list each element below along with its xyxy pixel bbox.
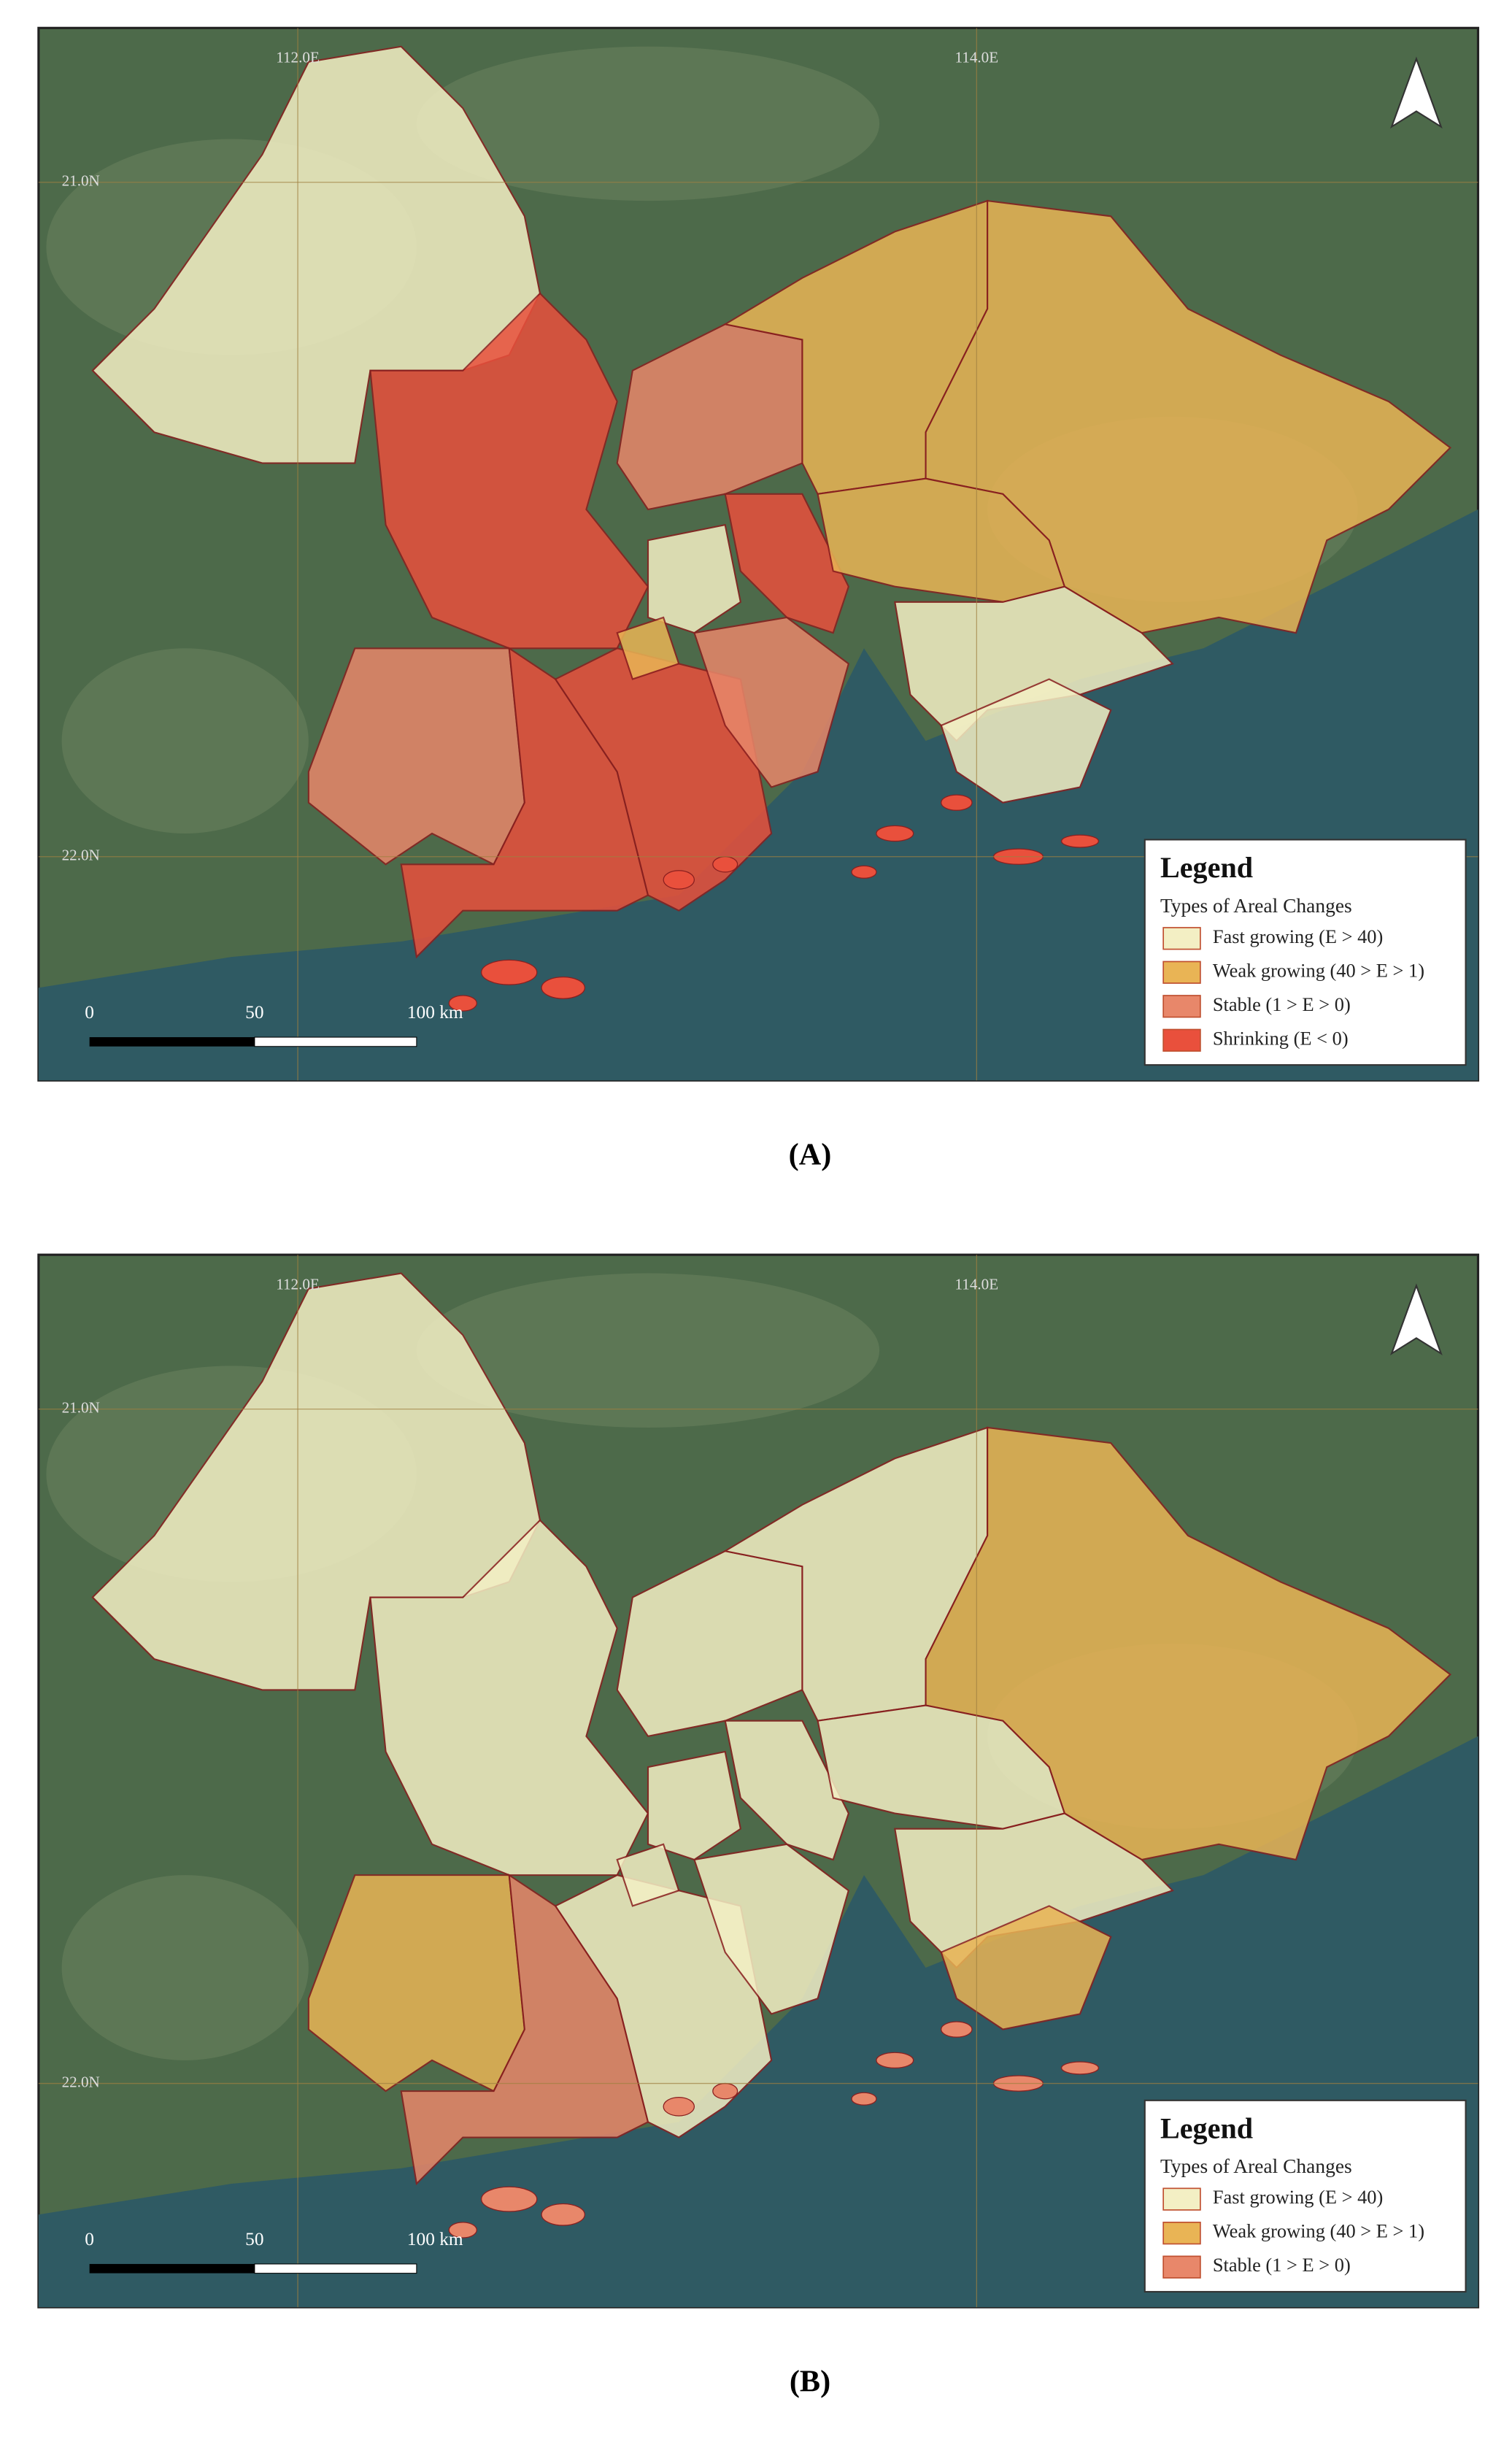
region [369, 292, 649, 650]
north-arrow [1390, 1283, 1443, 1356]
region [894, 585, 1174, 742]
sea [38, 509, 1478, 1081]
terrain [61, 648, 309, 833]
region [647, 523, 742, 634]
region [724, 493, 849, 634]
legend-entry: Shrinking (E < 0) [1213, 1027, 1349, 1049]
north-arrow [1390, 56, 1443, 129]
island [712, 856, 738, 873]
latitude-label: 22.0N [62, 2073, 100, 2090]
island [663, 870, 695, 890]
island [448, 995, 477, 1012]
panel-label: (A) [789, 1138, 832, 1172]
island [448, 2222, 477, 2238]
island [541, 2203, 585, 2226]
island [663, 2096, 695, 2117]
legend-box [1143, 839, 1467, 1066]
latitude-label: 22.0N [62, 847, 100, 864]
region [693, 616, 850, 788]
legend-swatch [1162, 960, 1201, 984]
legend-entry: Weak growing (40 > E > 1) [1213, 959, 1424, 981]
island [941, 794, 973, 811]
legend-entry: Weak growing (40 > E > 1) [1213, 2220, 1424, 2242]
legend-swatch [1162, 1028, 1201, 1052]
region [925, 199, 1452, 634]
island [876, 825, 914, 842]
legend-title: Legend [1160, 851, 1253, 884]
region [369, 1519, 649, 1876]
region [925, 1426, 1452, 1861]
sea [38, 1736, 1478, 2308]
island [851, 865, 877, 879]
region [693, 1843, 850, 2015]
legend-entry: Fast growing (E > 40) [1213, 2186, 1383, 2208]
scale-label: 100 km [407, 2229, 463, 2249]
panel-label: (B) [790, 2365, 830, 2399]
legend-subtitle: Types of Areal Changes [1160, 895, 1352, 917]
legend-swatch [1162, 2187, 1201, 2211]
longitude-label: 112.0E [276, 48, 320, 66]
scale-bar [89, 2263, 255, 2274]
region [724, 1720, 849, 1861]
island [1060, 2061, 1100, 2075]
longitude-label: 112.0E [276, 1275, 320, 1293]
latitude-label: 21.0N [62, 1398, 100, 1416]
legend-swatch [1162, 995, 1201, 1018]
legend-entry: Fast growing (E > 40) [1213, 925, 1383, 947]
longitude-label: 114.0E [955, 1275, 999, 1293]
island [851, 2092, 877, 2106]
terrain [61, 1875, 309, 2060]
legend-subtitle: Types of Areal Changes [1160, 2155, 1352, 2177]
island [541, 976, 585, 999]
latitude-label: 21.0N [62, 172, 100, 190]
region [894, 1812, 1174, 1969]
scale-label: 100 km [407, 1002, 463, 1023]
region [940, 1905, 1112, 2030]
island [481, 959, 538, 985]
terrain [416, 46, 880, 201]
region [616, 1843, 680, 1907]
island [712, 2082, 738, 2100]
legend-entry: Stable (1 > E > 0) [1213, 2254, 1351, 2276]
legend-title: Legend [1160, 2111, 1253, 2144]
legend-swatch [1162, 2221, 1201, 2245]
terrain [416, 1273, 880, 1428]
map-panel: 112.0E 114.0E 21.0N 22.0N 0 50 100 km Legend Typ… [37, 1253, 1480, 2399]
legend-swatch [1162, 2255, 1201, 2279]
island [876, 2052, 914, 2069]
island [481, 2186, 538, 2212]
scale-label: 50 [245, 1002, 263, 1023]
longitude-label: 114.0E [955, 48, 999, 66]
scale-bar [254, 1036, 417, 1047]
scale-label: 0 [85, 1002, 94, 1023]
region [940, 678, 1112, 804]
island [941, 2021, 973, 2038]
region [616, 616, 680, 680]
region [647, 1750, 742, 1861]
scale-label: 0 [85, 2229, 94, 2249]
scale-label: 50 [245, 2229, 263, 2249]
scale-bar [89, 1037, 255, 1047]
legend-swatch [1162, 927, 1201, 950]
scale-bar [254, 2263, 417, 2274]
island [1060, 834, 1100, 848]
legend-entry: Stable (1 > E > 0) [1213, 993, 1351, 1015]
map-panel: 112.0E 114.0E 21.0N 22.0N 0 50 100 km Legend Typ… [37, 26, 1480, 1172]
